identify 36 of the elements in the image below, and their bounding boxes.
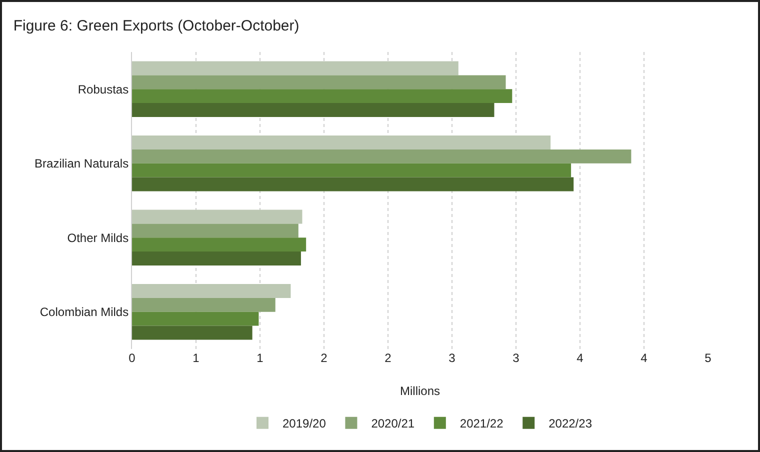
bar — [132, 210, 302, 224]
x-tick-label: 2 — [320, 351, 328, 365]
x-tick-label: 5 — [704, 351, 712, 365]
x-tick-label: 0 — [128, 351, 136, 365]
legend-label: 2021/22 — [460, 416, 504, 431]
y-tick-label: Colombian Milds — [40, 305, 129, 320]
y-tick-label: Brazilian Naturals — [34, 156, 129, 171]
bar — [132, 103, 494, 117]
legend-label: 2019/20 — [282, 416, 326, 431]
chart-title: Figure 6: Green Exports (October-October) — [13, 17, 300, 34]
bar — [132, 149, 632, 164]
y-tick-label: Robustas — [78, 82, 129, 96]
bar — [132, 238, 306, 252]
x-tick-label: 3 — [448, 351, 456, 365]
x-tick-label: 1 — [256, 351, 264, 365]
bar — [132, 136, 551, 150]
bar — [132, 89, 512, 104]
legend-label: 2022/23 — [548, 416, 592, 431]
bar — [132, 224, 298, 238]
x-tick-label: 1 — [192, 351, 200, 365]
x-axis-title: Millions — [400, 384, 440, 398]
x-tick-label: 2 — [384, 351, 392, 365]
bar — [132, 177, 574, 192]
bar — [132, 284, 291, 298]
bar — [132, 61, 458, 76]
bar — [132, 75, 506, 90]
bar — [132, 312, 259, 326]
x-tick-label: 4 — [640, 351, 648, 365]
y-tick-label: Other Milds — [67, 230, 129, 245]
bar — [132, 163, 572, 178]
bar — [132, 326, 252, 340]
x-tick-label: 4 — [576, 351, 584, 365]
x-tick-label: 3 — [512, 351, 520, 365]
bar — [132, 252, 301, 266]
legend-label: 2020/21 — [371, 416, 415, 431]
bar — [132, 298, 276, 312]
